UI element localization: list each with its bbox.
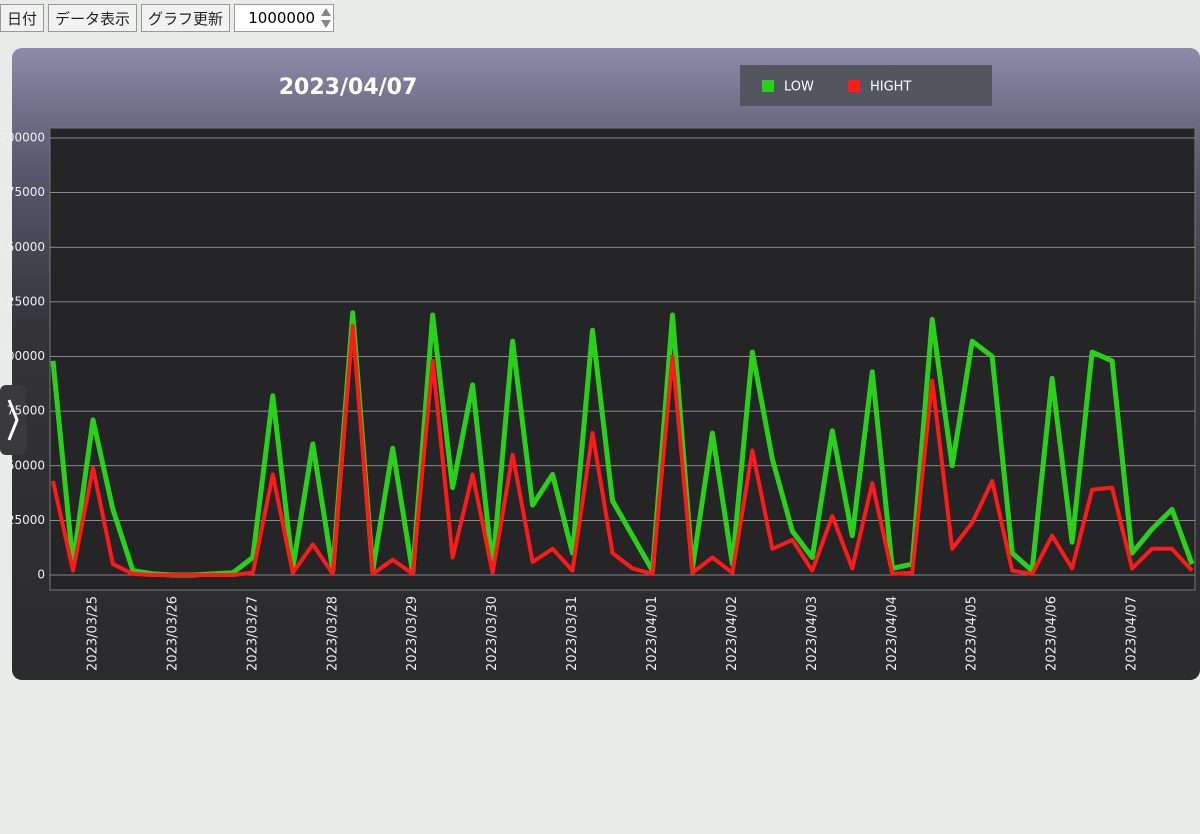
y-tick-label: 0 — [37, 568, 45, 582]
x-tick-label: 2023/03/27 — [245, 596, 260, 671]
x-tick-label: 2023/03/26 — [165, 596, 180, 671]
spinner-value: 1000000 — [248, 9, 316, 27]
x-tick-label: 2023/04/06 — [1045, 596, 1060, 671]
spinner-arrows[interactable] — [319, 5, 333, 31]
side-tab-arrow[interactable] — [7, 399, 19, 441]
update-graph-button[interactable]: グラフ更新 — [141, 4, 231, 32]
series-line — [51, 323, 1194, 577]
y-tick-label: 175000 — [0, 185, 45, 199]
toolbar: 日付 データ表示 グラフ更新 1000000 — [0, 4, 335, 32]
y-tick-label: 150000 — [0, 240, 45, 254]
x-tick-label: 2023/04/04 — [885, 596, 900, 671]
legend-label: LOW — [784, 80, 814, 95]
y-tick-label: 50000 — [7, 458, 45, 472]
x-tick-label: 2023/04/01 — [645, 596, 660, 671]
legend-swatch — [762, 80, 774, 92]
x-tick-label: 2023/03/31 — [565, 596, 580, 671]
spinner[interactable]: 1000000 — [234, 4, 335, 32]
chart-title: 2023/04/07 — [279, 75, 418, 100]
legend-box — [740, 65, 992, 106]
series-line — [50, 310, 1195, 578]
plot-area — [49, 127, 1196, 591]
y-tick-label: 100000 — [0, 349, 45, 363]
side-tab[interactable] — [0, 385, 26, 455]
x-tick-label: 2023/03/29 — [405, 596, 420, 671]
y-tick-label: 25000 — [7, 513, 45, 527]
legend-label: HIGHT — [870, 80, 911, 95]
x-tick-label: 2023/04/03 — [805, 596, 820, 671]
show-data-button[interactable]: データ表示 — [48, 4, 138, 32]
x-tick-label: 2023/03/30 — [485, 596, 500, 671]
x-tick-label: 2023/04/05 — [965, 596, 980, 671]
y-tick-label: 125000 — [0, 294, 45, 308]
date-button[interactable]: 日付 — [0, 4, 45, 32]
legend-swatch — [848, 80, 860, 92]
x-tick-label: 2023/04/02 — [725, 596, 740, 671]
y-tick-label: 75000 — [7, 404, 45, 418]
x-tick-label: 2023/03/28 — [325, 596, 340, 671]
x-tick-label: 2023/03/25 — [85, 596, 100, 671]
x-tick-label: 2023/04/07 — [1125, 596, 1140, 671]
y-tick-label: 200000 — [0, 131, 45, 145]
